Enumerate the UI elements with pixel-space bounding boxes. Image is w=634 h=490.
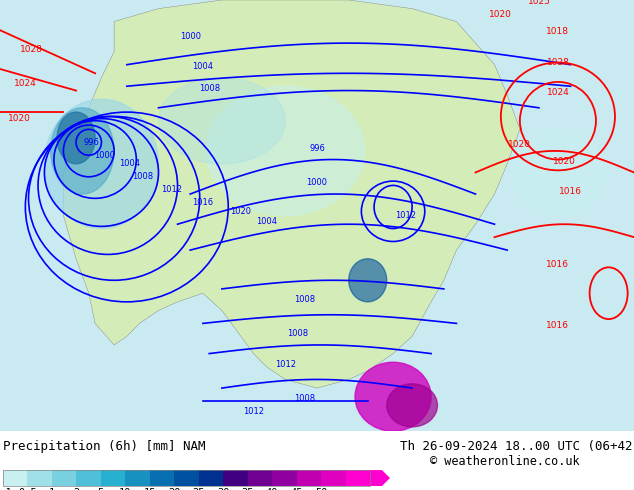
Text: Precipitation (6h) [mm] NAM: Precipitation (6h) [mm] NAM (3, 440, 205, 453)
Bar (77, 470, 101, 486)
Bar (174, 470, 198, 486)
Bar (3, 470, 27, 486)
Text: 1012: 1012 (395, 211, 417, 220)
Ellipse shape (510, 129, 605, 216)
Text: 1024: 1024 (14, 79, 37, 88)
Text: 1000: 1000 (179, 32, 201, 41)
Text: 1004: 1004 (119, 159, 141, 169)
Bar (126, 470, 150, 486)
Text: © weatheronline.co.uk: © weatheronline.co.uk (430, 455, 579, 468)
Text: 15: 15 (143, 488, 156, 490)
Text: 35: 35 (242, 488, 254, 490)
Text: 1004: 1004 (192, 62, 214, 71)
Text: 1016: 1016 (547, 321, 569, 330)
Bar (297, 470, 321, 486)
Text: 1018: 1018 (547, 27, 569, 36)
Bar (321, 470, 346, 486)
FancyArrow shape (370, 470, 390, 486)
Text: 1012: 1012 (243, 407, 264, 416)
Text: 1016: 1016 (547, 260, 569, 270)
Text: 1016: 1016 (559, 187, 582, 196)
Polygon shape (63, 0, 520, 388)
Text: 1008: 1008 (287, 329, 309, 338)
Text: 1028: 1028 (20, 45, 43, 54)
Text: 1008: 1008 (132, 172, 153, 181)
Text: 1020: 1020 (553, 157, 576, 166)
Bar (27, 470, 52, 486)
Ellipse shape (44, 99, 158, 228)
Text: 1008: 1008 (198, 84, 220, 93)
Text: 996: 996 (309, 144, 325, 153)
Text: 1000: 1000 (94, 151, 115, 160)
Bar (248, 470, 272, 486)
Text: 1008: 1008 (294, 295, 315, 304)
Text: 1008: 1008 (294, 394, 315, 403)
Text: 1020: 1020 (230, 207, 252, 216)
Text: 0.1: 0.1 (0, 488, 13, 490)
Text: 45: 45 (290, 488, 303, 490)
Bar (223, 470, 248, 486)
Text: 1020: 1020 (508, 140, 531, 148)
Text: 1000: 1000 (306, 178, 328, 187)
Text: 50: 50 (315, 488, 327, 490)
Text: 0.5: 0.5 (18, 488, 37, 490)
Bar (272, 470, 297, 486)
Ellipse shape (387, 384, 437, 427)
Text: Th 26-09-2024 18..00 UTC (06+42): Th 26-09-2024 18..00 UTC (06+42) (400, 440, 634, 453)
Ellipse shape (51, 108, 114, 194)
Text: 20: 20 (168, 488, 181, 490)
Text: 1012: 1012 (275, 360, 296, 368)
Text: 30: 30 (217, 488, 230, 490)
Text: 5: 5 (98, 488, 104, 490)
Ellipse shape (206, 86, 365, 216)
Ellipse shape (349, 259, 387, 302)
Bar (3, 470, 370, 486)
Text: 1016: 1016 (192, 198, 214, 207)
Ellipse shape (158, 77, 285, 164)
Bar (52, 470, 77, 486)
Text: 1: 1 (49, 488, 55, 490)
Text: 25: 25 (193, 488, 205, 490)
Text: 1025: 1025 (527, 0, 550, 6)
Text: 1020: 1020 (8, 114, 30, 122)
Text: 1012: 1012 (160, 185, 182, 194)
Text: 10: 10 (119, 488, 132, 490)
Text: 40: 40 (266, 488, 278, 490)
Bar (150, 470, 174, 486)
Text: 996: 996 (84, 138, 100, 147)
Text: 1028: 1028 (547, 58, 569, 67)
Text: 2: 2 (74, 488, 79, 490)
Ellipse shape (355, 362, 431, 431)
Bar (346, 470, 370, 486)
Text: 1020: 1020 (489, 10, 512, 19)
Ellipse shape (57, 112, 95, 164)
Bar (101, 470, 126, 486)
Text: 1024: 1024 (547, 88, 569, 97)
Bar (198, 470, 223, 486)
Text: 1004: 1004 (256, 217, 277, 226)
